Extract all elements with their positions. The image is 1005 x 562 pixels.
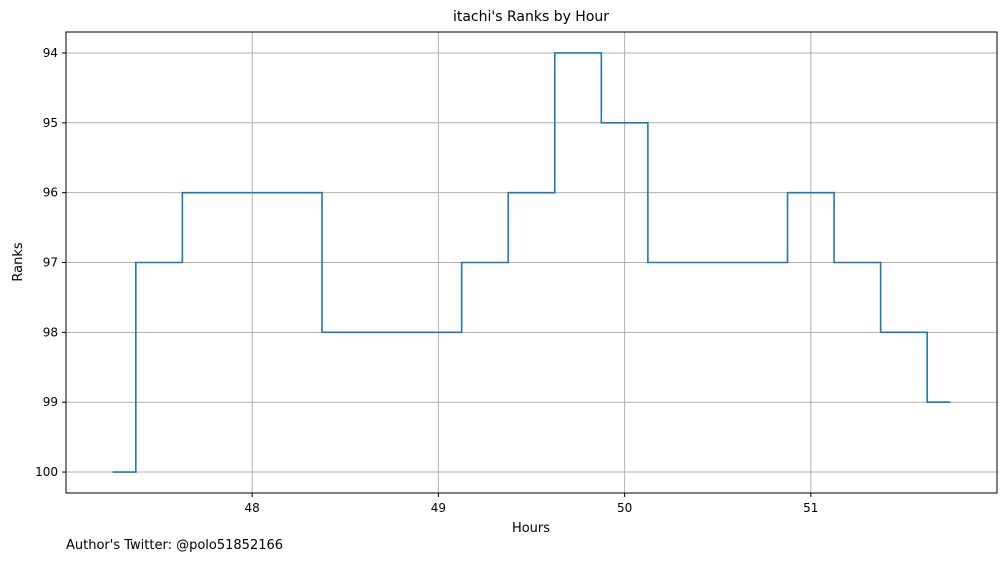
rank-step-line — [112, 52, 951, 473]
y-tick-label: 97 — [43, 256, 58, 270]
y-tick-label: 96 — [43, 186, 58, 200]
y-tick-label: 100 — [35, 465, 58, 479]
y-tick-label: 98 — [43, 325, 58, 339]
x-axis: 48 49 50 51 — [245, 493, 818, 515]
author-credit: Author's Twitter: @polo51852166 — [66, 538, 284, 553]
chart-title: itachi's Ranks by Hour — [453, 9, 609, 25]
x-tick-label: 49 — [431, 501, 446, 515]
x-tick-label: 48 — [245, 501, 260, 515]
y-axis: 94 95 96 97 98 99 100 — [35, 46, 66, 479]
x-tick-label: 50 — [617, 501, 632, 515]
x-tick-label: 51 — [803, 501, 818, 515]
y-tick-label: 99 — [43, 395, 58, 409]
y-tick-label: 94 — [43, 46, 58, 60]
series — [112, 52, 951, 473]
y-tick-label: 95 — [43, 116, 58, 130]
x-axis-label: Hours — [512, 521, 550, 536]
y-axis-label: Ranks — [11, 242, 26, 281]
